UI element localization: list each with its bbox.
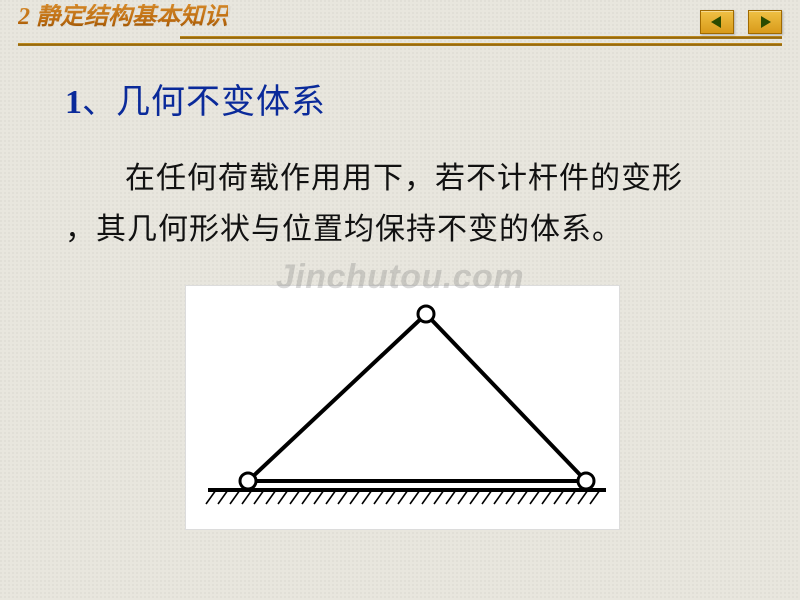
section-heading: 1、几何不变体系 [65, 74, 740, 123]
nav-button-group [700, 10, 782, 34]
section-number: 1 [65, 84, 82, 121]
next-button[interactable] [748, 10, 782, 34]
truss-diagram [185, 285, 620, 530]
body-line-1: 在任何荷载作用用下，若不计杆件的变形 [125, 162, 683, 195]
divider-group [0, 36, 800, 46]
divider-top [180, 36, 782, 39]
chapter-title: 2 静定结构基本知识 [18, 4, 228, 32]
section-title: 几何不变体系 [116, 84, 326, 121]
section-separator: 、 [82, 84, 116, 121]
body-paragraph: 在任何荷载作用用下，若不计杆件的变形 ，其几何形状与位置均保持不变的体系。 [65, 153, 740, 255]
triangle-left-icon [709, 14, 725, 30]
triangle-right-icon [757, 14, 773, 30]
body-line-2: ，其几何形状与位置均保持不变的体系。 [65, 204, 740, 255]
prev-button[interactable] [700, 10, 734, 34]
